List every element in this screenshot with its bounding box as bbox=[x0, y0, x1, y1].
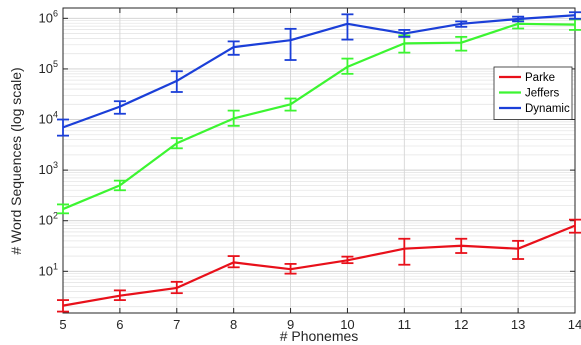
x-tick-label: 9 bbox=[287, 317, 294, 332]
x-tick-label: 11 bbox=[398, 317, 412, 332]
x-tick-label: 6 bbox=[116, 317, 123, 332]
x-tick-label: 10 bbox=[340, 317, 354, 332]
legend-label: Dynamic bbox=[525, 103, 570, 115]
y-tick-label: 104 bbox=[39, 110, 58, 127]
y-tick-label: 103 bbox=[39, 160, 58, 177]
y-tick-label: 102 bbox=[39, 211, 58, 228]
x-tick-label: 12 bbox=[454, 317, 468, 332]
series-parke bbox=[57, 218, 581, 313]
x-tick-label: 8 bbox=[230, 317, 237, 332]
x-tick-label: 5 bbox=[59, 317, 66, 332]
x-tick-label: 7 bbox=[173, 317, 180, 332]
series-line bbox=[62, 22, 576, 211]
y-axis-label: # Word Sequences (log scale) bbox=[8, 67, 24, 254]
plot-background bbox=[63, 8, 575, 313]
y-tick-label: 105 bbox=[39, 59, 58, 76]
series-line bbox=[62, 224, 576, 307]
y-tick-label: 101 bbox=[39, 261, 58, 278]
data-series bbox=[57, 11, 581, 313]
legend: Parke Jeffers Dynamic bbox=[493, 66, 573, 120]
axes-box bbox=[62, 7, 576, 314]
legend-label: Parke bbox=[525, 72, 555, 84]
x-tick-label: 13 bbox=[511, 317, 525, 332]
series-line bbox=[62, 14, 576, 129]
series-jeffers bbox=[57, 18, 581, 215]
legend-label: Jeffers bbox=[525, 88, 560, 100]
axis-labels: # Phonemes # Word Sequences (log scale) bbox=[8, 67, 358, 344]
series-dynamic bbox=[57, 11, 581, 137]
y-tick-label: 106 bbox=[39, 8, 58, 25]
x-tick-label: 14 bbox=[568, 317, 581, 332]
x-axis-label: # Phonemes bbox=[280, 328, 359, 344]
